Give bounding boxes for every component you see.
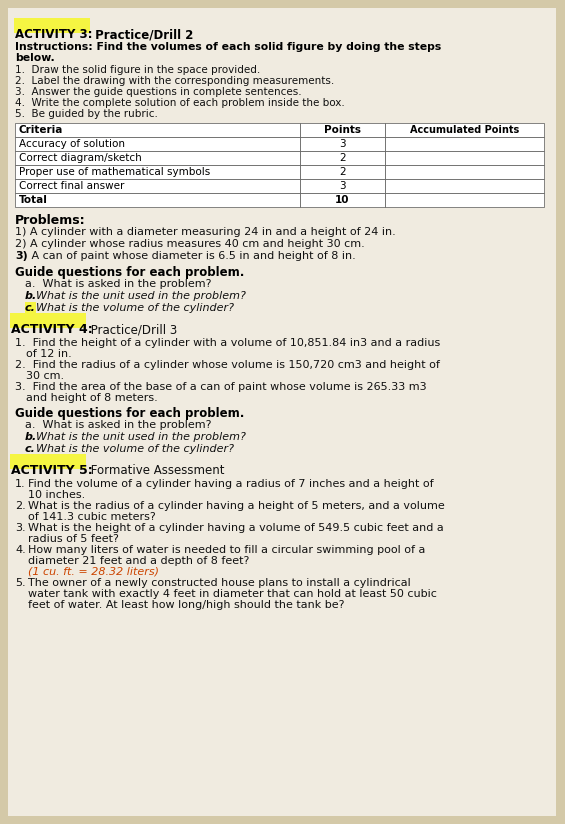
- Text: What is the unit used in the problem?: What is the unit used in the problem?: [36, 291, 246, 301]
- Text: c.: c.: [25, 444, 36, 454]
- Text: diameter 21 feet and a depth of 8 feet?: diameter 21 feet and a depth of 8 feet?: [28, 556, 249, 566]
- Text: Correct diagram/sketch: Correct diagram/sketch: [19, 153, 142, 163]
- FancyBboxPatch shape: [15, 179, 299, 193]
- Text: Guide questions for each problem.: Guide questions for each problem.: [15, 407, 244, 420]
- Text: Points: Points: [324, 125, 360, 135]
- Text: 5.  Be guided by the rubric.: 5. Be guided by the rubric.: [15, 109, 158, 119]
- Text: 5.: 5.: [15, 578, 25, 588]
- Text: 2) A cylinder whose radius measures 40 cm and height 30 cm.: 2) A cylinder whose radius measures 40 c…: [15, 239, 365, 249]
- FancyBboxPatch shape: [10, 454, 86, 469]
- Text: What is the unit used in the problem?: What is the unit used in the problem?: [36, 432, 246, 442]
- Text: How many liters of water is needed to fill a circular swimming pool of a: How many liters of water is needed to fi…: [28, 545, 425, 555]
- FancyBboxPatch shape: [385, 137, 545, 151]
- Text: Correct final answer: Correct final answer: [19, 181, 124, 191]
- FancyBboxPatch shape: [385, 179, 545, 193]
- Text: Guide questions for each problem.: Guide questions for each problem.: [15, 266, 244, 279]
- Text: Instructions: Find the volumes of each solid figure by doing the steps: Instructions: Find the volumes of each s…: [15, 42, 441, 52]
- FancyBboxPatch shape: [14, 18, 90, 33]
- Text: of 12 in.: of 12 in.: [26, 349, 72, 359]
- Text: of 141.3 cubic meters?: of 141.3 cubic meters?: [28, 512, 156, 522]
- FancyBboxPatch shape: [15, 193, 299, 207]
- Text: Accumulated Points: Accumulated Points: [410, 125, 519, 135]
- Text: 10 inches.: 10 inches.: [28, 490, 85, 500]
- Text: ACTIVITY 3:: ACTIVITY 3:: [15, 28, 93, 41]
- Text: Problems:: Problems:: [15, 214, 86, 227]
- Text: What is the volume of the cylinder?: What is the volume of the cylinder?: [36, 303, 234, 313]
- FancyBboxPatch shape: [299, 193, 385, 207]
- FancyBboxPatch shape: [25, 302, 36, 314]
- Text: The owner of a newly constructed house plans to install a cylindrical: The owner of a newly constructed house p…: [28, 578, 411, 588]
- Text: 3.: 3.: [15, 523, 25, 533]
- Text: ACTIVITY 5:: ACTIVITY 5:: [11, 464, 93, 477]
- Text: 2.: 2.: [15, 501, 26, 511]
- Text: What is the radius of a cylinder having a height of 5 meters, and a volume: What is the radius of a cylinder having …: [28, 501, 445, 511]
- Text: c.: c.: [25, 303, 36, 313]
- FancyBboxPatch shape: [385, 165, 545, 179]
- Text: Formative Assessment: Formative Assessment: [87, 464, 224, 477]
- Text: Proper use of mathematical symbols: Proper use of mathematical symbols: [19, 167, 210, 177]
- Text: 3: 3: [339, 139, 345, 149]
- Text: a.  What is asked in the problem?: a. What is asked in the problem?: [25, 420, 211, 430]
- Text: and height of 8 meters.: and height of 8 meters.: [26, 393, 158, 403]
- FancyBboxPatch shape: [15, 151, 299, 165]
- FancyBboxPatch shape: [385, 151, 545, 165]
- Text: a.  What is asked in the problem?: a. What is asked in the problem?: [25, 279, 211, 289]
- Text: What is the volume of the cylinder?: What is the volume of the cylinder?: [36, 444, 234, 454]
- FancyBboxPatch shape: [385, 193, 545, 207]
- Text: 4.: 4.: [15, 545, 26, 555]
- Text: Accuracy of solution: Accuracy of solution: [19, 139, 125, 149]
- FancyBboxPatch shape: [385, 123, 545, 137]
- Text: 3): 3): [15, 251, 28, 261]
- Text: water tank with exactly 4 feet in diameter that can hold at least 50 cubic: water tank with exactly 4 feet in diamet…: [28, 589, 437, 599]
- FancyBboxPatch shape: [299, 179, 385, 193]
- Text: What is the height of a cylinder having a volume of 549.5 cubic feet and a: What is the height of a cylinder having …: [28, 523, 444, 533]
- Text: 2.  Find the radius of a cylinder whose volume is 150,720 cm3 and height of: 2. Find the radius of a cylinder whose v…: [15, 360, 440, 370]
- Text: 1.  Draw the solid figure in the space provided.: 1. Draw the solid figure in the space pr…: [15, 65, 260, 75]
- FancyBboxPatch shape: [10, 313, 86, 328]
- FancyBboxPatch shape: [299, 123, 385, 137]
- Text: 30 cm.: 30 cm.: [26, 371, 64, 381]
- Text: 2: 2: [339, 167, 345, 177]
- Text: ACTIVITY 4:: ACTIVITY 4:: [11, 323, 93, 336]
- Text: Criteria: Criteria: [19, 125, 63, 135]
- Text: 3.  Answer the guide questions in complete sentences.: 3. Answer the guide questions in complet…: [15, 87, 302, 97]
- Text: b.: b.: [25, 291, 37, 301]
- FancyBboxPatch shape: [299, 151, 385, 165]
- Text: 2.  Label the drawing with the corresponding measurements.: 2. Label the drawing with the correspond…: [15, 76, 334, 86]
- Text: Practice/Drill 3: Practice/Drill 3: [87, 323, 177, 336]
- Text: 4.  Write the complete solution of each problem inside the box.: 4. Write the complete solution of each p…: [15, 98, 345, 108]
- Text: 10: 10: [335, 195, 349, 205]
- Text: feet of water. At least how long/high should the tank be?: feet of water. At least how long/high sh…: [28, 600, 345, 610]
- Text: 3: 3: [339, 181, 345, 191]
- FancyBboxPatch shape: [8, 8, 557, 816]
- Text: A can of paint whose diameter is 6.5 in and height of 8 in.: A can of paint whose diameter is 6.5 in …: [28, 251, 356, 261]
- Text: (1 cu. ft. = 28.32 liters): (1 cu. ft. = 28.32 liters): [28, 567, 159, 577]
- FancyBboxPatch shape: [299, 137, 385, 151]
- Text: Total: Total: [19, 195, 48, 205]
- Text: 1.: 1.: [15, 479, 25, 489]
- FancyBboxPatch shape: [299, 165, 385, 179]
- Text: 1.  Find the height of a cylinder with a volume of 10,851.84 in3 and a radius: 1. Find the height of a cylinder with a …: [15, 338, 440, 348]
- Text: Practice/Drill 2: Practice/Drill 2: [91, 28, 193, 41]
- Text: 1) A cylinder with a diameter measuring 24 in and a height of 24 in.: 1) A cylinder with a diameter measuring …: [15, 227, 395, 237]
- FancyBboxPatch shape: [15, 137, 299, 151]
- Text: radius of 5 feet?: radius of 5 feet?: [28, 534, 119, 544]
- Text: Find the volume of a cylinder having a radius of 7 inches and a height of: Find the volume of a cylinder having a r…: [28, 479, 433, 489]
- FancyBboxPatch shape: [15, 165, 299, 179]
- Text: below.: below.: [15, 53, 55, 63]
- Text: 2: 2: [339, 153, 345, 163]
- FancyBboxPatch shape: [15, 123, 299, 137]
- Text: 3.  Find the area of the base of a can of paint whose volume is 265.33 m3: 3. Find the area of the base of a can of…: [15, 382, 427, 392]
- Text: b.: b.: [25, 432, 37, 442]
